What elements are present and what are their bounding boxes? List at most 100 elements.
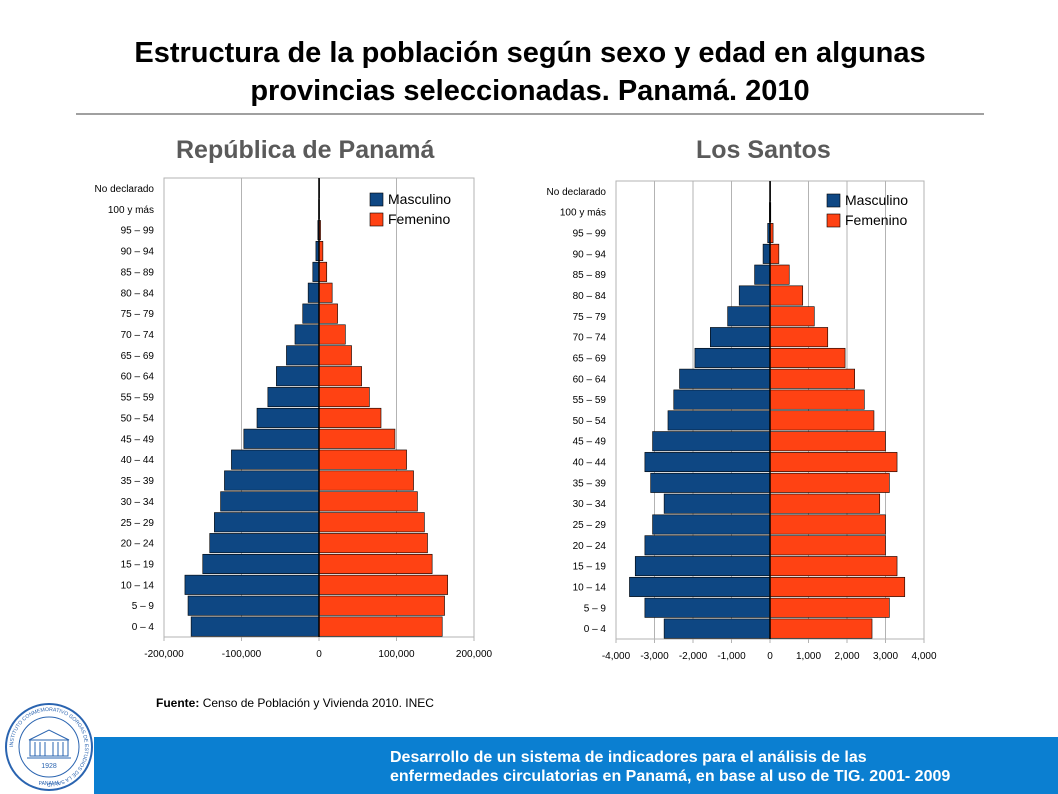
y-tick-label: 30 – 34 (121, 497, 155, 508)
bar-femenino (769, 243, 780, 264)
chart-title-panama: República de Panamá (176, 136, 435, 164)
x-tick-label: 0 (316, 649, 322, 660)
y-tick-label: 100 y más (560, 208, 606, 219)
legend-swatch-femenino (826, 213, 841, 228)
y-tick-label: 30 – 34 (573, 499, 607, 510)
bar-femenino (769, 347, 846, 368)
bar-femenino (769, 306, 815, 327)
building-icon (27, 729, 71, 759)
bar-femenino (769, 556, 898, 577)
legend-swatch-femenino (369, 212, 384, 227)
bar-femenino (769, 597, 890, 618)
source-text: Censo de Población y Vivienda 2010. INEC (202, 696, 434, 710)
y-tick-label: 15 – 19 (121, 559, 155, 570)
x-tick-label: 2,000 (834, 651, 859, 662)
bar-masculino (754, 264, 771, 285)
x-tick-label: -2,000 (679, 651, 708, 662)
bar-femenino (769, 327, 829, 348)
bar-masculino (738, 285, 771, 306)
logo-year: 1928 (41, 763, 57, 770)
y-tick-label: 85 – 89 (573, 270, 607, 281)
bar-femenino (769, 368, 855, 389)
y-tick-label: 50 – 54 (573, 416, 607, 427)
y-tick-label: 0 – 4 (584, 624, 607, 635)
legend-label-femenino: Femenino (388, 211, 450, 227)
x-tick-label: 100,000 (378, 649, 415, 660)
y-tick-label: 65 – 69 (573, 353, 607, 364)
bar-masculino (650, 472, 771, 493)
bar-masculino (762, 243, 771, 264)
legend-swatch-masculino (369, 192, 384, 207)
bar-femenino (769, 431, 886, 452)
bar-femenino (769, 264, 790, 285)
legend-label-femenino: Femenino (845, 212, 907, 228)
bar-femenino (769, 535, 886, 556)
title-divider (76, 113, 984, 115)
y-tick-label: No declarado (547, 187, 607, 198)
bar-masculino (634, 556, 771, 577)
bar-masculino (652, 514, 771, 535)
slide-title-line2: provincias seleccionadas. Panamá. 2010 (250, 75, 810, 107)
y-tick-label: 35 – 39 (573, 478, 607, 489)
y-tick-label: 60 – 64 (573, 374, 607, 385)
bar-femenino (769, 285, 804, 306)
slide-title: Estructura de la población según sexo y … (60, 34, 1000, 110)
legend-label-masculino: Masculino (388, 191, 451, 207)
x-tick-label: 0 (767, 651, 773, 662)
x-tick-label: -100,000 (222, 649, 262, 660)
pyramid-chart-los-santos: -4,000 -3,000 -2,000 -1,000 0 1,000 2,000 3,000… (547, 180, 937, 662)
source-label: Fuente: (156, 696, 200, 710)
y-tick-label: 25 – 29 (121, 518, 155, 529)
x-tick-label: 200,000 (456, 649, 493, 660)
y-tick-label: 10 – 14 (573, 582, 607, 593)
bar-masculino (727, 306, 771, 327)
y-tick-label: 75 – 79 (573, 312, 607, 323)
y-tick-label: 75 – 79 (121, 309, 155, 320)
y-tick-label: 85 – 89 (121, 267, 155, 278)
bar-femenino (769, 514, 886, 535)
y-tick-label: 40 – 44 (573, 458, 607, 469)
bar-femenino (769, 410, 875, 431)
legend-swatch-masculino (826, 193, 841, 208)
x-tick-label: -4,000 (602, 651, 631, 662)
bar-femenino (769, 472, 890, 493)
y-tick-label: 55 – 59 (121, 393, 155, 404)
y-tick-label: 35 – 39 (121, 476, 155, 487)
y-tick-label: 80 – 84 (121, 288, 155, 299)
bar-masculino (663, 618, 771, 639)
slide-title-line1: Estructura de la población según sexo y … (134, 37, 926, 69)
y-tick-label: 90 – 94 (121, 247, 155, 258)
bar-masculino (673, 389, 771, 410)
logo-place: PANAMÁ (39, 780, 60, 787)
x-tick-label: -1,000 (717, 651, 746, 662)
y-tick-label: 45 – 49 (573, 437, 607, 448)
chart-title-los-santos: Los Santos (696, 136, 831, 164)
y-tick-label: 20 – 24 (573, 541, 607, 552)
y-tick-label: 25 – 29 (573, 520, 607, 531)
y-tick-label: 45 – 49 (121, 434, 155, 445)
y-tick-label: 55 – 59 (573, 395, 607, 406)
y-tick-label: 65 – 69 (121, 351, 155, 362)
x-tick-label: 1,000 (796, 651, 821, 662)
bar-femenino (769, 493, 881, 514)
y-tick-label: 90 – 94 (573, 249, 607, 260)
y-tick-label: 95 – 99 (121, 226, 155, 237)
legend-label-masculino: Masculino (845, 192, 908, 208)
footer-line1: Desarrollo de un sistema de indicadores … (390, 749, 867, 766)
y-tick-label: 80 – 84 (573, 291, 607, 302)
bar-masculino (679, 368, 771, 389)
bar-masculino (667, 410, 771, 431)
bar-masculino (710, 327, 771, 348)
x-tick-label: 3,000 (873, 651, 898, 662)
y-tick-label: 50 – 54 (121, 413, 155, 424)
source-note: Fuente: Censo de Población y Vivienda 20… (156, 696, 434, 710)
y-tick-label: 70 – 74 (121, 330, 155, 341)
y-tick-label: 95 – 99 (573, 229, 607, 240)
bar-masculino (644, 535, 771, 556)
bar-femenino (769, 389, 865, 410)
footer-text: Desarrollo de un sistema de indicadores … (390, 748, 950, 786)
footer-banner: Desarrollo de un sistema de indicadores … (94, 737, 1058, 794)
bar-femenino (769, 576, 906, 597)
bar-femenino (769, 452, 898, 473)
y-tick-label: No declarado (95, 184, 155, 195)
